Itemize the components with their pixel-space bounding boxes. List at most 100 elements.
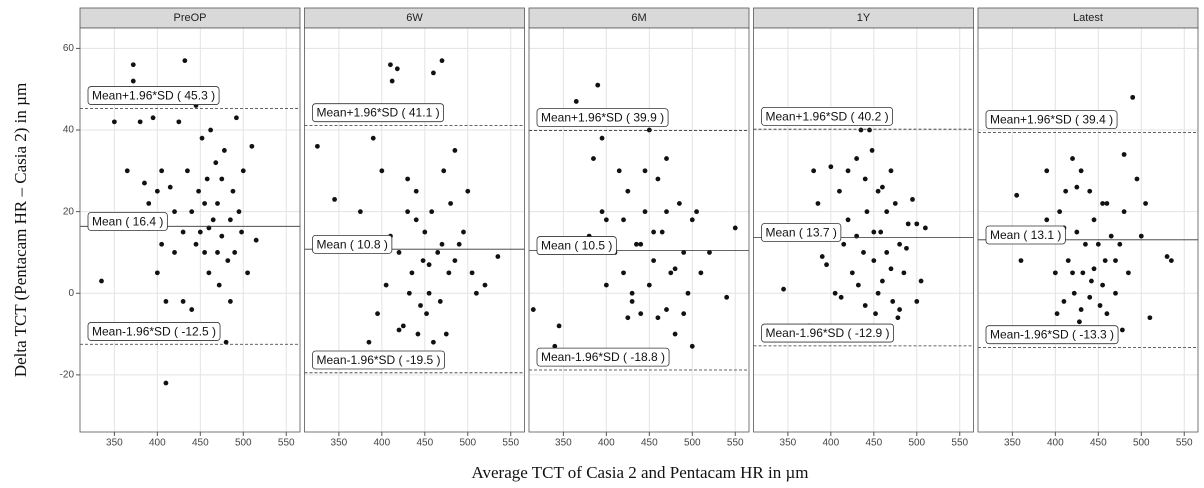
- panel-border: [753, 27, 974, 433]
- point: [1044, 168, 1050, 174]
- point: [1121, 209, 1127, 215]
- point: [1014, 192, 1020, 198]
- point: [599, 135, 605, 141]
- x-tick-label: 400: [1047, 438, 1064, 449]
- x-tick-label: 350: [780, 438, 797, 449]
- point: [394, 66, 400, 72]
- point: [845, 217, 851, 223]
- point: [888, 168, 894, 174]
- point: [664, 209, 669, 215]
- point: [405, 209, 411, 215]
- point: [815, 201, 821, 206]
- label-box: [761, 323, 894, 343]
- point: [227, 299, 233, 304]
- point: [189, 209, 195, 215]
- point: [446, 270, 452, 276]
- point: [875, 188, 881, 194]
- point: [1065, 258, 1071, 264]
- point: [435, 250, 441, 255]
- point: [223, 339, 229, 345]
- point: [215, 201, 220, 206]
- point: [819, 254, 825, 259]
- point: [897, 241, 902, 247]
- point: [111, 119, 117, 125]
- point: [1095, 241, 1101, 247]
- panel-border: [528, 27, 750, 433]
- point: [616, 168, 622, 174]
- point: [172, 209, 177, 215]
- point: [880, 278, 885, 284]
- x-tick-label: 500: [459, 438, 476, 449]
- y-tick-label: 20: [63, 206, 75, 217]
- point: [651, 229, 657, 235]
- label-box: [87, 86, 220, 105]
- point: [379, 168, 385, 174]
- point: [634, 241, 639, 247]
- point: [234, 115, 239, 121]
- point: [1113, 258, 1118, 264]
- point: [422, 229, 428, 235]
- line-label: Mean+1.96*SD ( 39.4 ): [990, 113, 1113, 127]
- x-tick-label: 500: [235, 438, 252, 449]
- point: [426, 290, 432, 296]
- point: [685, 290, 691, 296]
- point: [159, 168, 165, 174]
- point: [437, 299, 443, 304]
- label-box: [312, 350, 445, 370]
- point: [1063, 188, 1069, 194]
- label-box: [536, 108, 669, 128]
- point: [672, 266, 678, 272]
- point: [854, 156, 860, 161]
- label-box: [985, 325, 1119, 345]
- point: [431, 70, 436, 76]
- point: [1078, 168, 1084, 174]
- point: [625, 188, 631, 194]
- point: [707, 250, 712, 255]
- point: [871, 258, 877, 264]
- point: [905, 221, 911, 227]
- point: [1104, 201, 1110, 206]
- point: [240, 168, 246, 174]
- point: [1083, 241, 1088, 247]
- point: [196, 188, 201, 194]
- panel-title: 1Y: [857, 12, 871, 24]
- point: [854, 233, 860, 239]
- panel-title: PreOP: [173, 12, 206, 24]
- point: [216, 282, 222, 288]
- point: [253, 237, 259, 243]
- point: [245, 270, 250, 276]
- x-tick-label: 350: [331, 438, 348, 449]
- point: [197, 229, 203, 235]
- panel: [529, 28, 749, 432]
- point: [681, 250, 687, 255]
- point: [676, 201, 682, 206]
- point: [146, 201, 152, 206]
- point: [888, 266, 894, 272]
- point: [1121, 152, 1127, 157]
- label-box: [87, 322, 221, 341]
- point: [1052, 270, 1058, 276]
- point: [461, 229, 466, 235]
- point: [638, 241, 644, 247]
- point: [202, 250, 208, 255]
- point: [370, 135, 376, 141]
- y-tick-label: -20: [60, 370, 75, 381]
- point: [1100, 282, 1106, 288]
- point: [405, 176, 411, 182]
- point: [811, 168, 817, 174]
- point: [1074, 184, 1080, 190]
- point: [249, 143, 255, 149]
- point: [456, 241, 462, 247]
- point: [142, 180, 147, 186]
- panel: [304, 28, 525, 432]
- point: [922, 225, 928, 231]
- point: [878, 229, 884, 235]
- point: [1100, 201, 1106, 206]
- point: [130, 78, 136, 84]
- point: [1143, 201, 1148, 206]
- point: [1168, 258, 1174, 264]
- point: [824, 262, 829, 268]
- point: [1134, 176, 1140, 182]
- point: [918, 278, 924, 284]
- point: [429, 209, 435, 215]
